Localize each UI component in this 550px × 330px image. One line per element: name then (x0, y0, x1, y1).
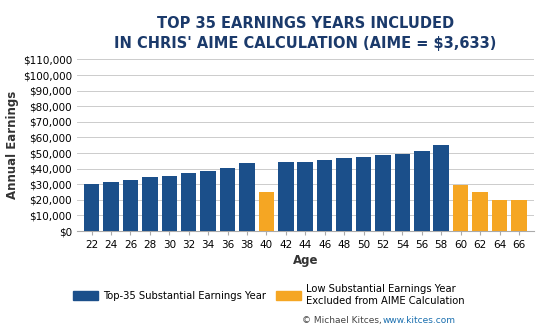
Bar (123, 180, 138, 231)
Bar (472, 192, 488, 231)
Bar (317, 160, 332, 231)
Bar (200, 171, 216, 231)
Bar (298, 162, 313, 231)
Bar (394, 154, 410, 231)
Bar (239, 163, 255, 231)
Bar (433, 145, 449, 231)
Bar (278, 162, 294, 231)
Bar (511, 200, 527, 231)
Text: © Michael Kitces,: © Michael Kitces, (302, 316, 385, 325)
Bar (258, 192, 274, 231)
Y-axis label: Annual Earnings: Annual Earnings (6, 91, 19, 199)
X-axis label: Age: Age (293, 254, 318, 267)
Bar (103, 182, 119, 231)
Text: www.kitces.com: www.kitces.com (382, 316, 455, 325)
Bar (84, 184, 100, 231)
Bar (337, 158, 352, 231)
Bar (142, 177, 158, 231)
Bar (162, 176, 177, 231)
Bar (414, 151, 430, 231)
Bar (375, 155, 390, 231)
Title: TOP 35 EARNINGS YEARS INCLUDED
IN CHRIS' AIME CALCULATION (AIME = $3,633): TOP 35 EARNINGS YEARS INCLUDED IN CHRIS'… (114, 16, 497, 51)
Legend: Top-35 Substantial Earnings Year, Low Substantial Earnings Year
Excluded from AI: Top-35 Substantial Earnings Year, Low Su… (73, 284, 465, 306)
Bar (492, 200, 507, 231)
Bar (181, 173, 196, 231)
Bar (453, 185, 469, 231)
Bar (220, 168, 235, 231)
Bar (356, 157, 371, 231)
